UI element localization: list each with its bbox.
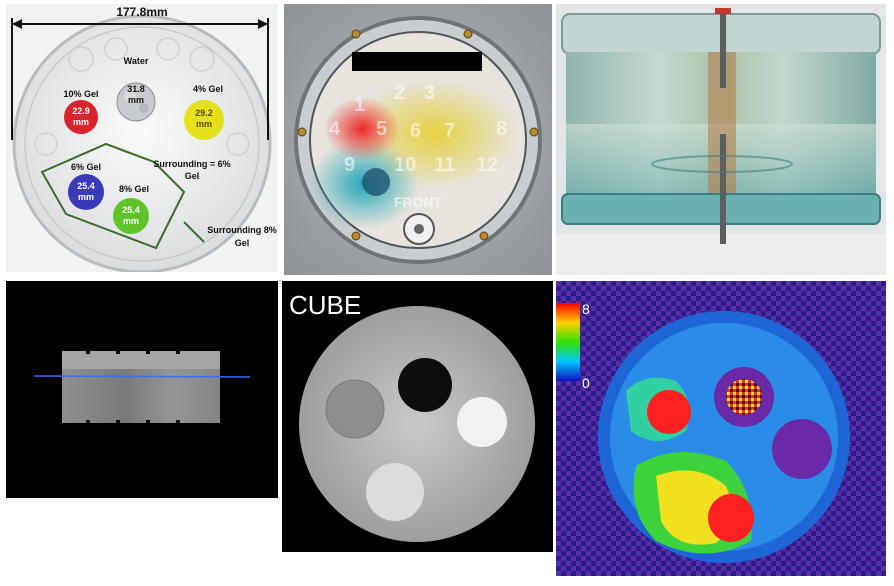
gel4-size: 29.2 mm <box>195 108 213 129</box>
water-size: 31.8 mm <box>127 84 145 105</box>
mri-sagittal-graphic <box>6 281 278 498</box>
gel4-label: 4% Gel <box>192 84 224 94</box>
colorbar-min-label: 0 <box>582 375 590 391</box>
hole-number-9: 9 <box>344 154 356 176</box>
gel8-size: 25.4 mm <box>122 205 140 226</box>
phantom-photo-side-panel <box>556 4 886 275</box>
gel10-label: 10% Gel <box>63 89 99 99</box>
hole-number-11: 11 <box>434 154 456 176</box>
mri-cube-panel: CUBE <box>282 281 553 552</box>
phantom-photo-top-graphic <box>284 4 552 275</box>
surrounding-6-label: Surrounding = 6% Gel <box>153 159 231 181</box>
phantom-photo-side-graphic <box>556 4 886 275</box>
front-label: FRONT <box>393 194 443 210</box>
hole-number-8: 8 <box>496 118 508 140</box>
water-label: Water <box>123 56 149 66</box>
hole-number-2: 2 <box>394 82 406 104</box>
colorbar-max-label: 8 <box>582 301 590 317</box>
cube-title: CUBE <box>289 290 362 320</box>
color-map-graphic <box>556 281 886 576</box>
hole-number-12: 12 <box>476 154 499 176</box>
phantom-photo-top-panel: 1 2 3 4 5 6 7 8 9 10 11 12 FRONT <box>284 4 552 275</box>
hole-number-7: 7 <box>444 120 456 142</box>
hole-number-3: 3 <box>424 82 436 104</box>
hole-number-4: 4 <box>329 118 341 140</box>
hole-number-1: 1 <box>354 94 366 116</box>
color-map-panel: 8 0 <box>556 281 886 576</box>
gel10-size: 22.9 mm <box>72 106 90 127</box>
gel8-label: 8% Gel <box>118 184 150 194</box>
hole-number-6: 6 <box>410 120 422 142</box>
hole-number-10: 10 <box>394 154 417 176</box>
surrounding-8-label: Surrounding 8% Gel <box>207 225 277 248</box>
redaction-bar <box>352 52 482 71</box>
diameter-label: 177.8mm <box>116 5 168 19</box>
gel6-label: 6% Gel <box>70 162 102 172</box>
mri-cube-graphic <box>282 281 553 552</box>
phantom-diagram-graphic <box>11 14 272 272</box>
phantom-diagram-panel: 177.8mm Water 31.8 mm 10% Gel 22.9 mm 4%… <box>6 4 278 272</box>
mri-sagittal-panel <box>6 281 278 498</box>
gel6-size: 25.4 mm <box>77 181 95 202</box>
hole-number-5: 5 <box>376 118 388 140</box>
